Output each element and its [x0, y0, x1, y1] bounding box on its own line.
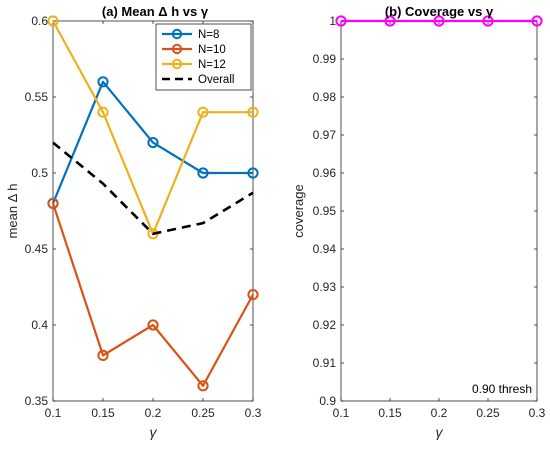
y-tick-label: 0.55	[25, 90, 49, 104]
legend-marker	[171, 28, 183, 40]
legend-label: N=10	[198, 44, 226, 56]
y-tick-label: 1	[329, 14, 336, 28]
data-point	[384, 15, 396, 27]
y-tick-label: 0.98	[313, 90, 337, 104]
y-axis-label: mean Δ h	[5, 184, 20, 239]
y-tick-label: 0.94	[313, 242, 337, 256]
y-tick-label: 0.6	[31, 14, 48, 28]
data-point	[147, 319, 159, 331]
chart-title: (a) Mean Δ h vs γ	[102, 4, 209, 19]
x-tick-label: 0.15	[91, 406, 115, 420]
data-point	[47, 197, 59, 209]
chart-title: (b) Coverage vs γ	[385, 4, 494, 19]
data-point	[433, 15, 445, 27]
threshold-annotation: 0.90 thresh	[472, 382, 532, 396]
data-point	[247, 167, 259, 179]
x-tick-label: 0.3	[245, 406, 262, 420]
legend-label: N=8	[198, 29, 219, 41]
x-tick-label: 0.25	[476, 406, 500, 420]
data-point	[97, 106, 109, 118]
legend-label: N=12	[198, 59, 226, 71]
y-axis-label: coverage	[291, 184, 306, 237]
x-tick-label: 0.1	[333, 406, 350, 420]
data-point	[247, 289, 259, 301]
data-point	[531, 15, 543, 27]
y-tick-label: 0.93	[313, 280, 337, 294]
series-line	[51, 203, 254, 387]
data-point	[97, 349, 109, 361]
x-tick-label: 0.2	[145, 406, 162, 420]
data-point	[482, 15, 494, 27]
x-axis-label: γ	[436, 424, 444, 440]
y-tick-label: 0.45	[25, 242, 49, 256]
y-tick-label: 0.92	[313, 318, 337, 332]
y-tick-label: 0.91	[313, 356, 337, 370]
x-tick-label: 0.1	[45, 406, 62, 420]
data-point	[197, 380, 209, 392]
x-tick-label: 0.15	[378, 406, 402, 420]
y-tick-label: 0.5	[31, 166, 48, 180]
data-point	[247, 106, 259, 118]
data-point	[197, 167, 209, 179]
data-point	[335, 15, 347, 27]
data-point	[147, 137, 159, 149]
y-tick-label: 0.97	[313, 128, 337, 142]
x-tick-label: 0.2	[431, 406, 448, 420]
series-line	[51, 80, 253, 204]
data-point	[97, 76, 109, 88]
data-point	[47, 15, 59, 27]
y-tick-label: 0.4	[31, 318, 48, 332]
legend-label: Overall	[198, 74, 234, 86]
legend-marker	[171, 43, 183, 55]
x-tick-label: 0.25	[191, 406, 215, 420]
legend-marker	[171, 58, 183, 70]
series-line	[52, 141, 254, 236]
y-tick-label: 0.9	[319, 394, 336, 408]
plot-area-b	[340, 20, 538, 402]
data-point	[197, 106, 209, 118]
x-tick-label: 0.3	[529, 406, 546, 420]
y-tick-label: 0.35	[25, 394, 49, 408]
y-tick-label: 0.95	[313, 204, 337, 218]
y-tick-label: 0.96	[313, 166, 337, 180]
x-axis-label: γ	[150, 424, 158, 440]
y-tick-label: 0.99	[313, 52, 337, 66]
